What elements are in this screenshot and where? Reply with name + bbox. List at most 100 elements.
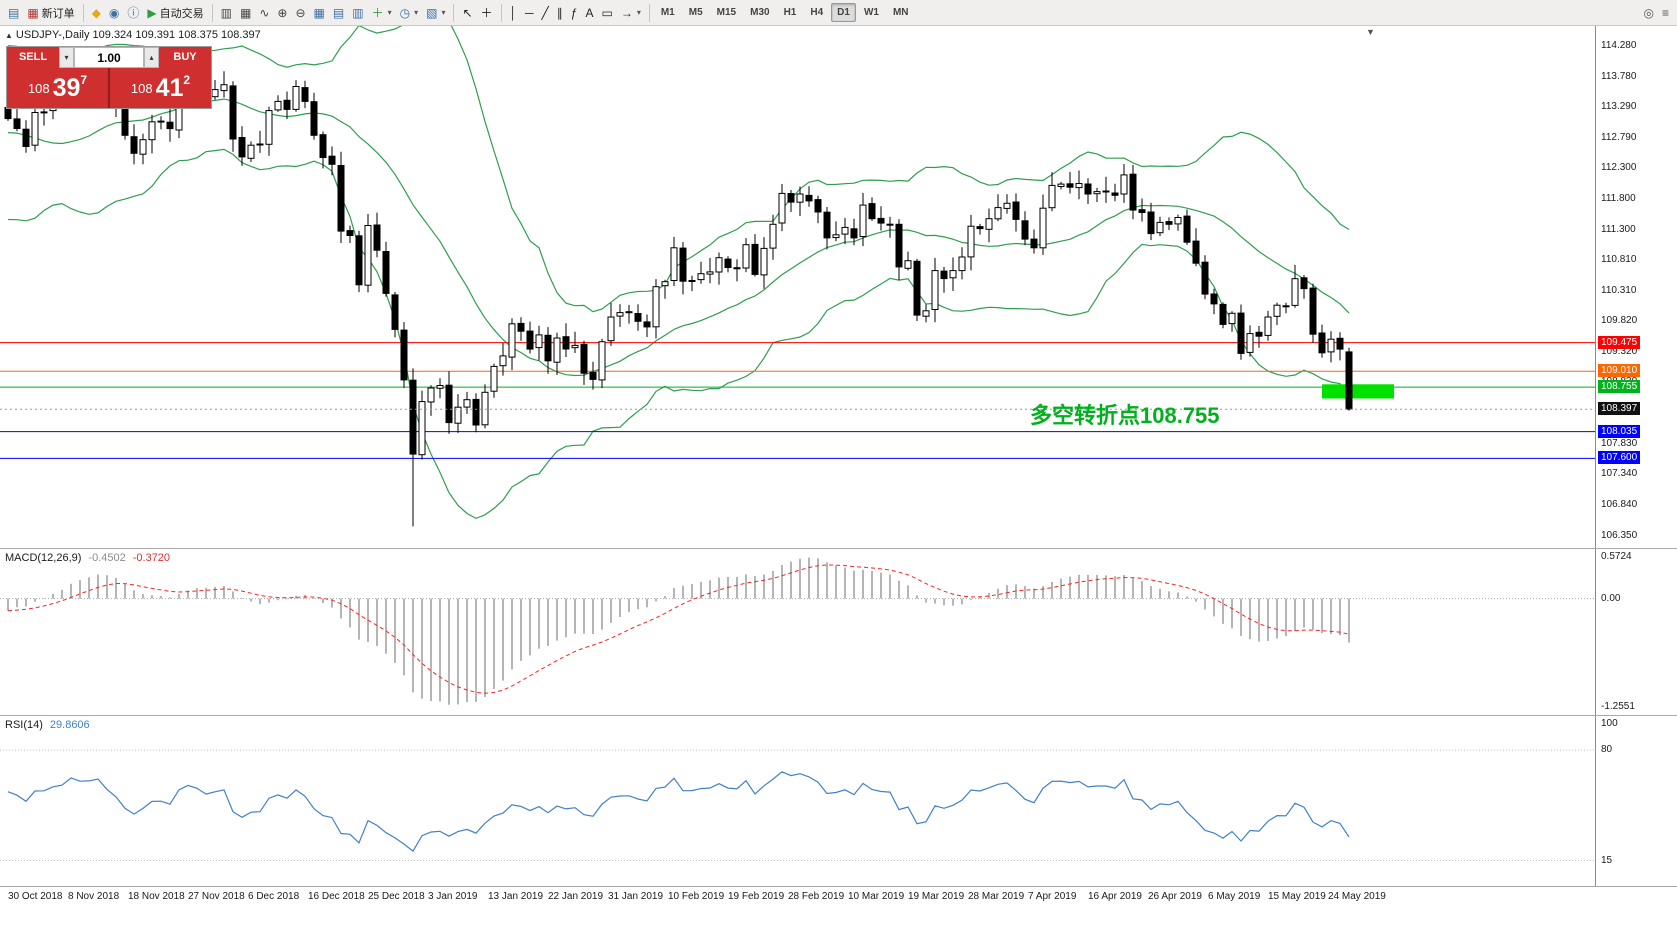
channel-icon[interactable]: ∥ [553,2,567,24]
price-axis-label: 112.790 [1601,132,1637,143]
pivot-annotation[interactable]: 多空转折点108.755 [1030,403,1220,428]
timeframe-buttons: M1 M5 M15 M30 H1 H4 D1 W1 MN [654,3,916,22]
time-axis[interactable]: 30 Oct 2018 8 Nov 2018 18 Nov 2018 27 Nov 2… [0,887,1677,907]
zoom-out-icon[interactable]: ⊖ [291,2,309,24]
label-icon[interactable]: ▭ [597,2,616,24]
date-axis-label: 10 Feb 2019 [668,891,725,902]
period-icon[interactable]: ◷ ▾ [396,2,423,24]
crosshair-icon[interactable]: ＋ [477,2,497,24]
bar-chart-icon[interactable]: ▥ [217,2,236,24]
buy-button[interactable]: BUY [159,47,211,68]
new-order-button[interactable]: ▦ 新订单 [23,2,78,24]
price-axis[interactable]: 114.280 113.780 113.290 112.790 112.300 111.8… [1595,26,1677,548]
sell-button[interactable]: SELL [7,47,59,68]
expand-marker-icon[interactable]: ▲ [5,31,13,40]
period-icon-dropdown[interactable]: ▾ [414,8,419,17]
price-axis-label: 112.300 [1601,162,1637,173]
trade-prices-row: 108 39 7 108 41 2 [7,68,211,108]
line-chart-icon[interactable]: ∿ [255,2,273,24]
toolbar-separator [453,3,455,22]
timeframe-h1[interactable]: H1 [783,7,797,18]
timeframe-m1[interactable]: M1 [660,7,675,18]
timeframe-h4[interactable]: H4 [810,7,824,18]
cursor-icon[interactable]: ↖ [458,2,476,24]
candlestick-chart-icon[interactable]: ▦ [236,2,255,24]
price-line-badge: 108.035 [1598,425,1641,438]
trendline-icon: ╱ [541,5,549,20]
info-icon[interactable]: ⓘ [123,2,143,24]
timeframe-w1[interactable]: W1 [863,7,879,18]
price-axis-label: 110.810 [1601,254,1637,265]
date-axis-label: 6 Dec 2018 [248,891,300,902]
scroll-position-icon: ▼ [1366,27,1375,37]
options-icon[interactable]: ≡ [1658,2,1673,24]
timeframe-m15[interactable]: M15 [716,7,737,18]
candlestick-chart[interactable] [0,26,1595,548]
price-axis-label: 109.320 [1601,346,1638,357]
buy-price-sup: 2 [183,73,191,87]
macd-chart[interactable] [0,549,1595,715]
text-icon: A [585,5,594,20]
bar-chart-icon: ▥ [220,5,232,20]
date-axis-label: 6 May 2019 [1208,891,1261,902]
chart-window-icon[interactable]: ▤ [4,2,23,24]
price-line-badge: 107.600 [1598,451,1641,464]
volume-input[interactable] [74,47,144,68]
rsi-name: RSI(14) [5,719,43,731]
price-line-badge: 109.475 [1598,336,1641,349]
price-axis-label: 107.340 [1601,468,1638,479]
price-axis-label: 111.300 [1601,224,1636,235]
date-axis-label: 26 Apr 2019 [1148,891,1202,902]
fibonacci-icon[interactable]: ƒ [567,2,582,24]
zoom-in-icon[interactable]: ⊕ [273,2,291,24]
autotrading-button[interactable]: ▶ 自动交易 [143,2,207,24]
new-chart-icon-dropdown[interactable]: ▾ [387,8,392,17]
arrange-vertical-icon[interactable]: ▥ [348,2,367,24]
price-axis-label: 110.310 [1601,285,1637,296]
template-icon[interactable]: ▧ ▾ [422,2,449,24]
price-axis-label: 107.830 [1601,438,1638,449]
trendline-icon[interactable]: ╱ [538,2,553,24]
volume-decrease-button[interactable]: ▾ [59,47,74,68]
arrange-horizontal-icon[interactable]: ▤ [329,2,348,24]
label-icon: ▭ [601,5,613,20]
search-icon[interactable]: ◎ [1640,2,1658,24]
macd-axis-zero: 0.00 [1601,593,1621,604]
arrows-icon-dropdown[interactable]: ▾ [636,8,641,17]
date-axis-label: 27 Nov 2018 [188,891,245,902]
arrange-vertical-icon: ▥ [352,5,364,20]
zoom-out-icon: ⊖ [295,5,306,20]
date-axis-label: 15 May 2019 [1268,891,1326,902]
horizontal-line-icon[interactable]: ─ [521,2,538,24]
volume-increase-button[interactable]: ▴ [144,47,159,68]
template-icon-dropdown[interactable]: ▾ [441,8,446,17]
toolbar-separator [500,3,502,22]
new-chart-icon[interactable]: ＋ ▾ [368,2,396,24]
timeframe-d1[interactable]: D1 [831,3,856,22]
metaeditor-icon[interactable]: ◆ [88,2,105,24]
date-axis-label: 7 Apr 2019 [1028,891,1077,902]
toolbar-separator [82,3,84,22]
sell-price-big: 39 [52,73,81,102]
arrows-icon[interactable]: → ▾ [617,2,645,24]
sell-price-button[interactable]: 108 39 7 [7,68,108,108]
vertical-line-icon[interactable]: │ [506,2,522,24]
date-axis-label: 10 Mar 2019 [848,891,905,902]
text-icon[interactable]: A [581,2,597,24]
rsi-axis-top: 100 [1601,718,1618,729]
macd-signal-value: -0.3720 [132,552,171,564]
community-icon[interactable]: ◉ [105,2,123,24]
arrows-icon: → [620,5,633,20]
buy-price-button[interactable]: 108 41 2 [110,68,211,108]
cursor-icon: ↖ [462,5,473,20]
date-axis-label: 3 Jan 2019 [428,891,478,902]
timeframe-mn[interactable]: MN [892,7,909,18]
timeframe-m5[interactable]: M5 [688,7,703,18]
buy-price-big: 41 [155,73,184,102]
rsi-value: 29.8606 [49,719,90,731]
line-chart-icon: ∿ [259,5,270,20]
timeframe-m30[interactable]: M30 [750,7,770,18]
tile-windows-icon[interactable]: ▦ [310,2,329,24]
date-axis-label: 30 Oct 2018 [8,891,63,902]
rsi-chart[interactable] [0,716,1595,886]
